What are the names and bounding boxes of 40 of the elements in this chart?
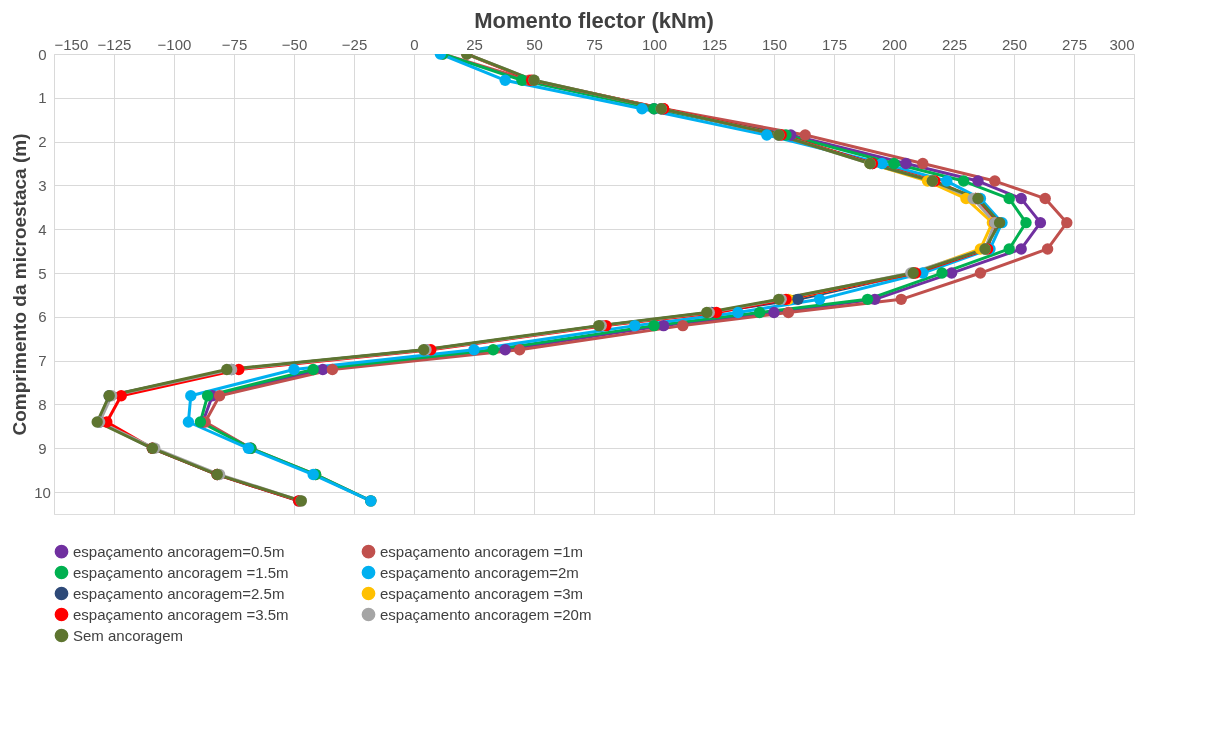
legend-label: espaçamento ancoragem=2.5m	[73, 584, 285, 602]
x-tick-label: −50	[281, 35, 308, 53]
x-tick-label: −25	[341, 35, 368, 53]
y-tick-label: 1	[38, 89, 47, 107]
y-tick-label: 2	[38, 133, 47, 151]
x-tick-label: 0	[410, 35, 419, 53]
x-tick-label: −125	[97, 35, 132, 53]
y-tick-label: 5	[38, 264, 47, 282]
x-tick-label: −150	[54, 35, 89, 53]
legend-label: espaçamento ancoragem=0.5m	[73, 542, 285, 560]
x-tick-label: 225	[941, 35, 968, 53]
y-tick-label: 4	[38, 220, 47, 238]
legend-label: espaçamento ancoragem =20m	[380, 605, 592, 623]
y-tick-label: 7	[38, 352, 47, 370]
y-tick-label: 8	[38, 395, 47, 413]
x-tick-label: −100	[157, 35, 192, 53]
y-axis-title: Comprimento da microestaca (m)	[9, 133, 31, 436]
legend-label: espaçamento ancoragem=2m	[380, 563, 579, 581]
x-tick-label: 100	[641, 35, 668, 53]
x-tick-label: 175	[821, 35, 848, 53]
x-tick-label: 250	[1001, 35, 1028, 53]
x-tick-label: 75	[586, 35, 603, 53]
legend-label: espaçamento ancoragem =3m	[380, 584, 584, 602]
chart-title: Momento flector (kNm)	[474, 8, 714, 33]
y-tick-label: 3	[38, 176, 47, 194]
x-tick-label: 125	[701, 35, 728, 53]
y-tick-label: 9	[38, 439, 47, 457]
legend-label: espaçamento ancoragem =1m	[380, 542, 584, 560]
x-tick-label: 275	[1061, 35, 1088, 53]
x-tick-label: 25	[466, 35, 483, 53]
legend-label: espaçamento ancoragem =1.5m	[73, 563, 289, 581]
legend-label: espaçamento ancoragem =3.5m	[73, 605, 289, 623]
y-tick-label: 6	[38, 308, 47, 326]
x-tick-label: 50	[526, 35, 543, 53]
y-tick-label: 10	[34, 483, 51, 501]
legend-label: Sem ancoragem	[73, 626, 184, 644]
x-tick-label: 200	[881, 35, 908, 53]
x-tick-label: 300	[1109, 35, 1135, 53]
x-tick-label: −75	[221, 35, 248, 53]
x-tick-label: 150	[761, 35, 788, 53]
